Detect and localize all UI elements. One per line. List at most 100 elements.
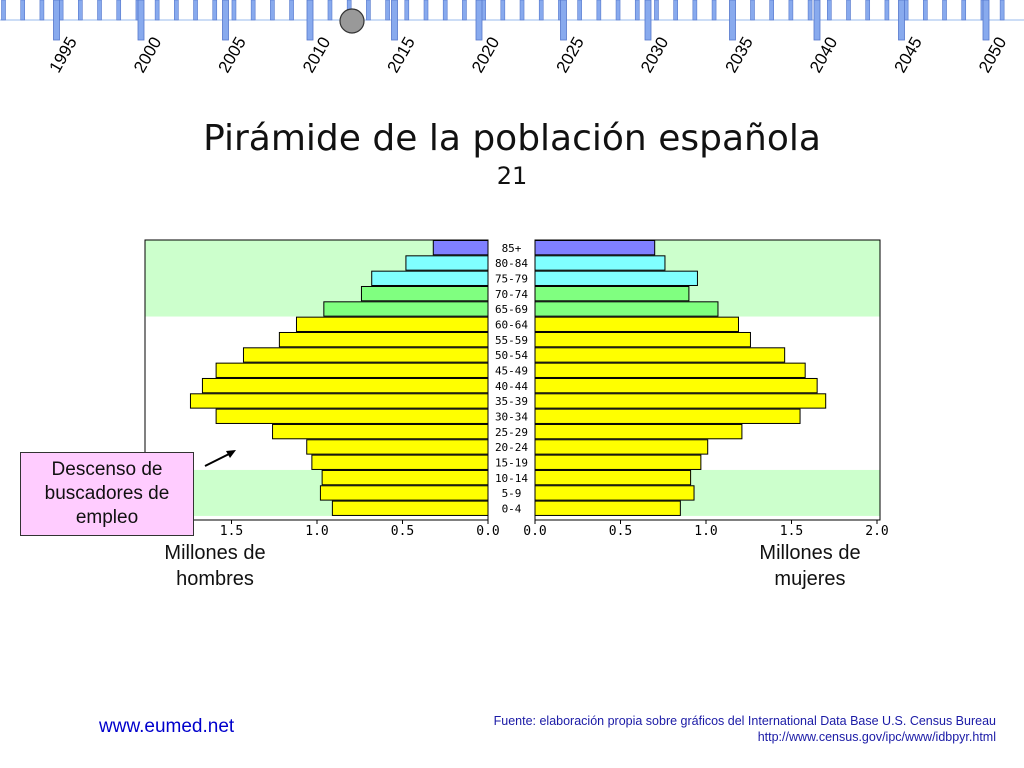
timeline-tick: [116, 0, 122, 21]
women-bar: [534, 347, 786, 363]
timeline-year-label[interactable]: 2030: [637, 34, 672, 76]
timeline-tick: [366, 0, 371, 21]
timeline-year-label[interactable]: 2045: [891, 34, 926, 76]
timeline-year-label[interactable]: 2050: [975, 34, 1010, 76]
women-bar: [534, 285, 690, 302]
women-bar: [534, 377, 818, 394]
timeline-tick: [442, 0, 448, 21]
women-bar: [534, 270, 698, 286]
women-tick-label: 2.0: [865, 524, 888, 539]
men-bar: [189, 393, 489, 409]
timeline-tick: [807, 0, 813, 21]
timeline-tick: [923, 0, 928, 21]
annotation-callout: Descenso de buscadores de empleo: [20, 452, 194, 536]
source-line-1: Fuente: elaboración propia sobre gráfico…: [493, 714, 996, 728]
timeline-tick: [942, 0, 947, 21]
timeline-major-tick: [898, 0, 905, 41]
timeline-tick: [538, 0, 544, 21]
age-group-label: 60-64: [495, 318, 528, 331]
timeline-major-tick: [813, 0, 821, 41]
age-group-label: 5-9: [502, 487, 522, 500]
annotation-arrow: [204, 452, 232, 467]
women-tick-label: 0.5: [609, 524, 632, 539]
timeline-year-label[interactable]: 2005: [215, 34, 250, 76]
timeline-tick: [78, 0, 83, 21]
age-group-label: 30-34: [495, 410, 528, 423]
women-axis-caption: Millones de mujeres: [759, 542, 861, 590]
timeline-year-label[interactable]: 2040: [806, 34, 841, 76]
men-bar: [321, 469, 489, 486]
age-group-label: 85+: [502, 242, 522, 255]
women-bar: [534, 439, 709, 455]
women-bar: [534, 485, 695, 501]
women-bar: [534, 331, 751, 348]
women-bar: [534, 408, 801, 424]
men-bar: [242, 347, 489, 363]
timeline-tick: [654, 0, 659, 21]
timeline-tick: [20, 0, 26, 21]
women-bar: [534, 500, 681, 516]
timeline-year-label[interactable]: 2015: [384, 34, 419, 76]
timeline-tick: [750, 0, 755, 21]
age-group-label: 35-39: [495, 395, 528, 408]
age-group-label: 25-29: [495, 426, 528, 439]
age-group-label: 20-24: [495, 441, 528, 454]
page-subtitle: 21: [496, 162, 528, 190]
age-group-label: 0-4: [502, 502, 522, 515]
men-bar: [215, 362, 489, 378]
men-axis-caption: Millones de hombres: [164, 542, 266, 590]
timeline-tick: [577, 0, 582, 21]
age-group-label: 70-74: [495, 288, 528, 301]
timeline-tick: [596, 0, 602, 21]
year-timeline: 1995 2000 2005 2010 2015 2020 2025 2030 2035 2040…: [0, 0, 1024, 76]
age-group-label: 10-14: [495, 472, 528, 485]
age-group-label: 45-49: [495, 364, 528, 377]
timeline-year-label[interactable]: 2025: [553, 34, 588, 76]
timeline-tick: [846, 0, 851, 21]
men-bar: [311, 454, 489, 470]
men-plot-area: [145, 240, 488, 520]
timeline-major-tick: [137, 0, 145, 41]
timeline-tick: [692, 0, 698, 21]
women-bar: [534, 454, 702, 470]
men-plot-frame: [144, 239, 489, 521]
women-tick-label: 0.0: [523, 524, 546, 539]
timeline-major-tick: [53, 0, 60, 41]
source-note: Fuente: elaboración propia sobre gráfico…: [494, 713, 996, 745]
women-bar: [534, 316, 739, 332]
men-background-band: [145, 316, 488, 470]
women-bar: [534, 301, 719, 317]
timeline-year-label[interactable]: 2020: [468, 34, 503, 76]
timeline-year-label[interactable]: 2035: [722, 34, 757, 76]
timeline-tick: [826, 0, 832, 21]
men-bar: [371, 270, 489, 286]
age-group-label: 55-59: [495, 334, 528, 347]
timeline-tick: [250, 0, 256, 21]
annotation-arrowhead: [226, 450, 236, 458]
site-link[interactable]: www.eumed.net: [99, 716, 235, 737]
women-bar: [534, 423, 743, 440]
timeline-tick: [231, 0, 237, 21]
timeline-tick: [884, 0, 890, 21]
men-bar: [432, 240, 489, 256]
men-bar: [201, 377, 489, 394]
timeline-major-tick: [560, 0, 567, 41]
timeline-tick: [673, 0, 678, 21]
women-tick-label: 1.5: [780, 524, 803, 539]
timeline-current-marker[interactable]: [339, 8, 365, 34]
timeline-tick: [788, 0, 794, 21]
timeline-major-tick: [306, 0, 314, 41]
timeline-major-tick: [391, 0, 398, 41]
timeline-year-label[interactable]: 2000: [130, 34, 165, 76]
timeline-major-tick: [729, 0, 736, 41]
men-tick-label: 1.5: [220, 524, 243, 539]
annotation-text: Descenso de buscadores de empleo: [44, 459, 170, 528]
timeline-tick: [289, 0, 294, 21]
source-line-2: http://www.census.gov/ipc/www/idbpyr.htm…: [757, 730, 996, 744]
timeline-tick: [39, 0, 45, 21]
timeline-major-tick: [475, 0, 483, 41]
timeline-year-label[interactable]: 1995: [46, 34, 81, 76]
women-plot-area: [535, 240, 880, 520]
timeline-year-label[interactable]: 2010: [299, 34, 334, 76]
men-background-band: [145, 240, 488, 317]
